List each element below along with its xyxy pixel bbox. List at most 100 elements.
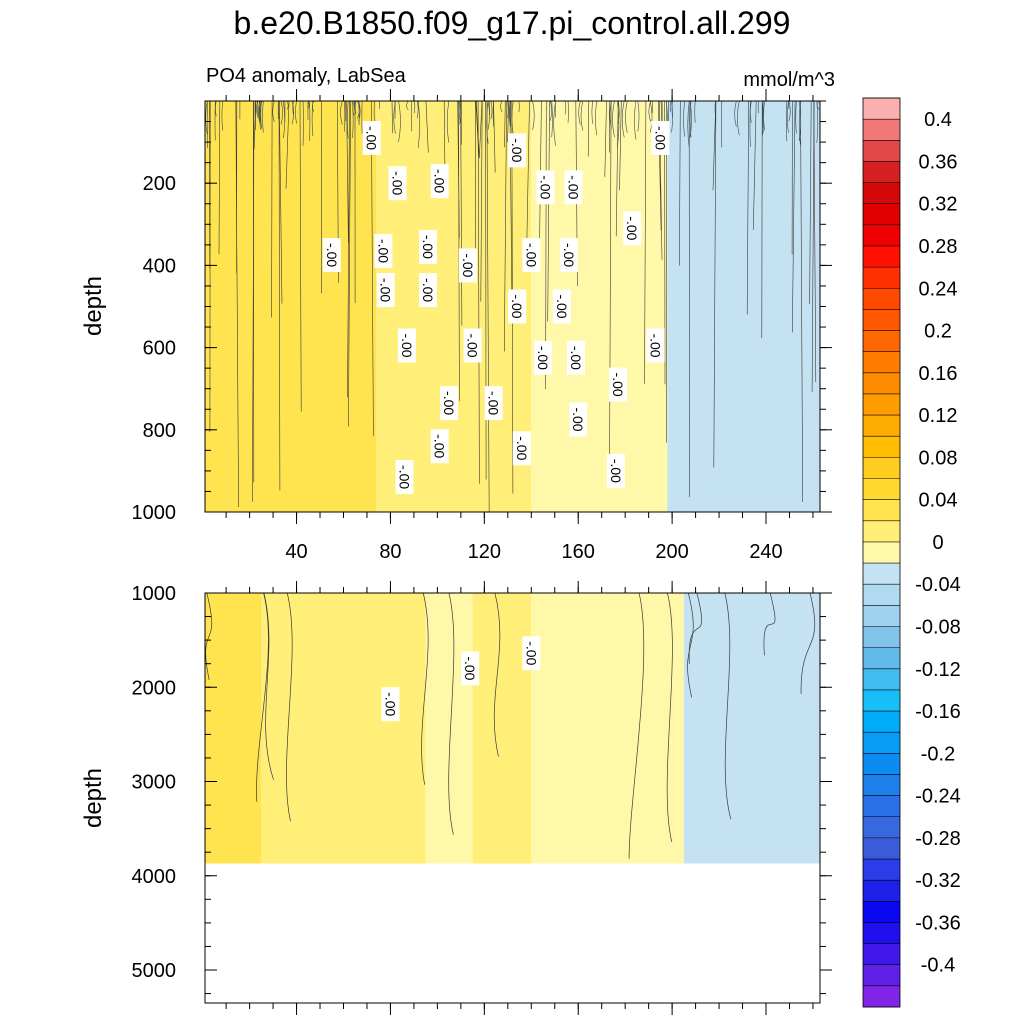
upper-contour-label-box [395, 460, 414, 495]
upper-surface-contour [612, 101, 615, 138]
upper-contour-line [811, 101, 815, 392]
lower-contour-label-box [522, 636, 541, 671]
upper-surface-contour [795, 101, 797, 134]
upper-contour-label: -.00 [484, 386, 503, 421]
colorbar-swatch [863, 351, 900, 374]
upper-y-tick-label: 1000 [132, 502, 177, 524]
upper-contour-label: -.00 [419, 273, 437, 308]
upper-y-axis: 200 400 600 800 1000 [132, 100, 832, 524]
upper-contour-label-box [484, 386, 503, 421]
upper-region [226, 101, 377, 512]
colorbar-swatch [863, 880, 900, 902]
upper-contour-line [235, 101, 239, 508]
lower-panel: -.00 -.00 -.00 1000 2000 3000 4000 5000 depth [80, 581, 832, 1015]
lower-region [425, 593, 473, 864]
upper-surface-contour [714, 101, 716, 117]
upper-contour-label: -.00 [609, 367, 628, 402]
x-tick-label: 80 [379, 541, 401, 563]
upper-contour-line [746, 101, 749, 315]
upper-surface-contour [508, 101, 511, 126]
lower-contour-label: -.00 [381, 687, 400, 722]
upper-surface-contour [621, 101, 625, 138]
lower-region [472, 593, 532, 864]
upper-contour-line [279, 101, 283, 304]
upper-contour-label: -.00 [534, 340, 552, 375]
upper-contour-line [253, 101, 255, 483]
colorbar-swatch [863, 626, 900, 649]
lower-contour-label-text: -.00 [523, 641, 539, 665]
upper-contour-line [348, 101, 351, 427]
x-tick-label: 240 [749, 541, 782, 563]
upper-contour-line [278, 101, 281, 491]
upper-surface-contour [280, 101, 283, 125]
upper-contour-label-box [522, 238, 541, 273]
upper-contour-label-box [559, 238, 578, 273]
colorbar-label: -0.16 [915, 701, 961, 723]
upper-surface-contour [591, 101, 593, 124]
upper-contour-label-text: -.00 [432, 169, 448, 193]
lower-contour-line [628, 593, 645, 859]
lower-contour-label: -.00 [461, 651, 480, 686]
upper-surface-contour [221, 101, 224, 131]
upper-contour-label: -.00 [559, 238, 578, 273]
lower-contour-label-text: -.00 [382, 692, 398, 716]
lower-y-axis-label: depth [80, 768, 107, 828]
colorbar-swatch [863, 309, 900, 331]
upper-contour-label-text: -.00 [568, 346, 584, 370]
upper-contour-line [477, 101, 480, 484]
upper-surface-contour [617, 101, 620, 148]
upper-surface-contour [788, 101, 790, 110]
upper-contour-label: -.00 [419, 229, 437, 264]
lower-region [205, 593, 262, 864]
upper-contour-label-text: -.00 [390, 171, 406, 195]
upper-surface-contour [291, 101, 294, 125]
colorbar-label: 0.24 [919, 278, 958, 300]
upper-contour-label-box [534, 340, 552, 375]
upper-contour-label-text: -.00 [648, 333, 664, 357]
upper-contour-line [609, 101, 612, 479]
lower-y-tick-label: 4000 [132, 866, 177, 888]
upper-contour-label-box [419, 273, 437, 308]
upper-surface-contour [507, 101, 509, 119]
colorbar-swatch [863, 457, 900, 479]
upper-surface-contour [683, 101, 685, 137]
upper-contour-label: -.00 [646, 328, 665, 363]
colorbar-swatch [863, 288, 900, 310]
lower-contour-line [687, 593, 694, 698]
upper-surface-contour [487, 101, 490, 130]
upper-contour-label-text: -.00 [535, 346, 551, 370]
upper-surface-contour [215, 101, 217, 117]
colorbar-swatch [863, 267, 900, 289]
lower-contour-line [763, 593, 776, 656]
lower-x-ticks [225, 581, 814, 1015]
colorbar-swatch [863, 647, 900, 670]
upper-contour-label: -.00 [397, 328, 416, 363]
lower-contour-labels: -.00 -.00 -.00 [381, 636, 541, 722]
upper-surface-contour [205, 101, 208, 134]
upper-contour-line [619, 101, 622, 191]
upper-contour-label-box [646, 328, 665, 363]
colorbar-swatch [863, 774, 900, 797]
upper-contour-label: -.00 [536, 170, 555, 205]
upper-contour-label-text: -.00 [652, 126, 668, 150]
colorbar-swatch [863, 753, 900, 775]
upper-contour-label-box [458, 248, 477, 283]
upper-contour-line [479, 101, 483, 159]
upper-surface-contour [352, 101, 354, 138]
x-tick-label: 200 [655, 541, 688, 563]
upper-y-tick-label: 400 [143, 255, 176, 277]
upper-contour-line [526, 101, 530, 251]
upper-contour-label-box [440, 386, 459, 421]
upper-contour-label: -.00 [430, 164, 449, 199]
colorbar-swatch [863, 224, 900, 247]
upper-contour-label: -.00 [512, 431, 531, 466]
upper-surface-contour [262, 101, 264, 133]
upper-contour-line [425, 101, 429, 153]
colorbar-swatch [863, 922, 900, 944]
colorbar-swatch [863, 943, 900, 966]
upper-contour-label: -.00 [651, 121, 670, 155]
upper-contour-label-text: -.00 [561, 243, 577, 267]
upper-surface-contour [347, 101, 349, 139]
x-tick-label: 120 [468, 541, 501, 563]
upper-contour-label-text: -.00 [420, 235, 436, 259]
